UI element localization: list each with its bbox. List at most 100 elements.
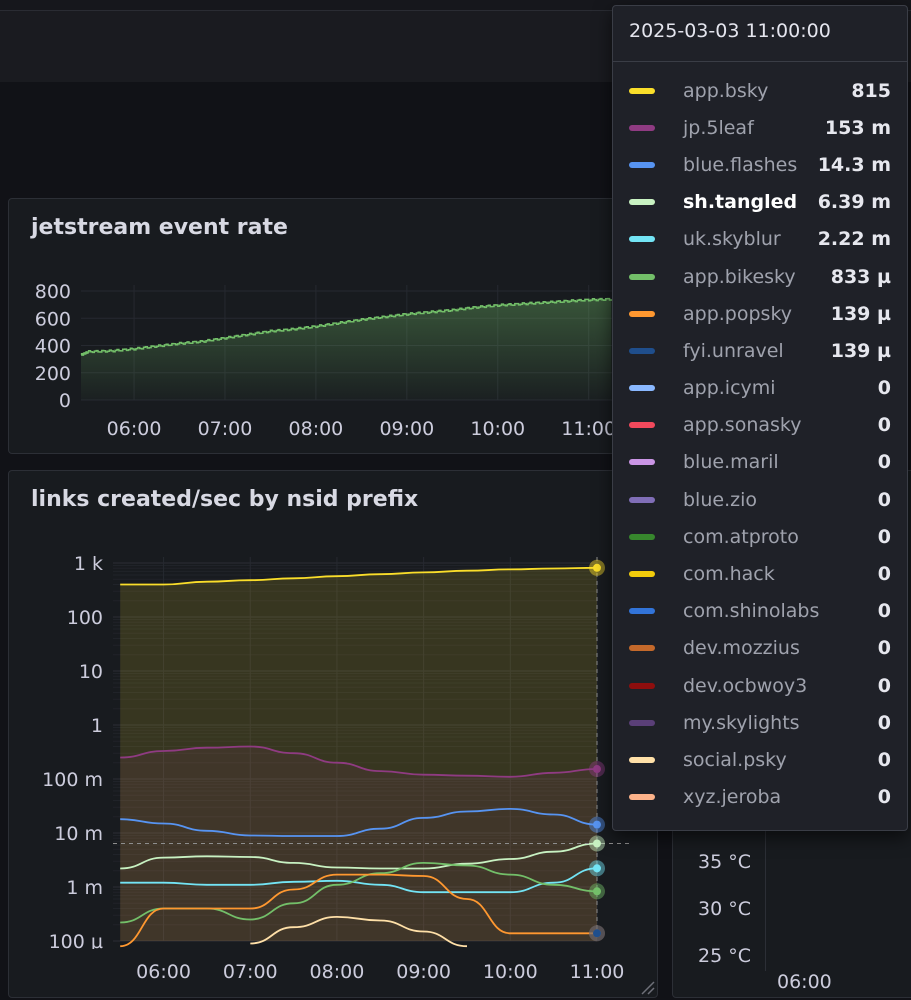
plot-bottom-mask bbox=[9, 949, 657, 963]
tooltip-series-name: blue.flashes bbox=[683, 153, 798, 176]
series-color-swatch bbox=[629, 161, 655, 168]
y-tick-label: 1 m bbox=[66, 877, 103, 899]
tooltip-row: app.icymi 0 bbox=[613, 370, 907, 407]
x-tick-label: 08:00 bbox=[289, 418, 344, 440]
series-line bbox=[80, 297, 613, 356]
series-color-swatch bbox=[629, 459, 655, 466]
x-tick-label: 10:00 bbox=[470, 418, 525, 440]
tooltip-series-value: 0 bbox=[877, 674, 891, 697]
tooltip-series-value: 2.22 m bbox=[817, 228, 891, 251]
tooltip-series-value: 0 bbox=[877, 786, 891, 809]
tooltip-series-name: dev.mozzius bbox=[683, 637, 800, 660]
y-tick-label: 0 bbox=[59, 390, 71, 412]
hover-point bbox=[593, 929, 601, 938]
x-tick-label: 06:00 bbox=[136, 961, 191, 983]
tooltip-row: social.psky 0 bbox=[613, 741, 907, 778]
series-area-fill bbox=[81, 298, 612, 400]
tooltip-series-name: app.sonasky bbox=[683, 414, 802, 437]
series-color-swatch bbox=[629, 422, 655, 429]
tooltip-series-name: my.skylights bbox=[683, 711, 800, 734]
series-tooltip: 2025-03-03 11:00:00 app.bsky 815 jp.5leaf 1… bbox=[612, 5, 908, 831]
resize-handle-icon[interactable] bbox=[639, 979, 655, 995]
tooltip-series-name: com.hack bbox=[683, 563, 775, 586]
y-tick-label: 200 bbox=[35, 363, 71, 385]
tooltip-row: app.popsky 139 µ bbox=[613, 295, 907, 332]
tooltip-series-name: fyi.unravel bbox=[683, 339, 784, 362]
series-line bbox=[120, 807, 598, 837]
tooltip-series-name: jp.5leaf bbox=[683, 116, 754, 139]
tooltip-series-name: com.atproto bbox=[683, 525, 799, 548]
series-line bbox=[250, 915, 468, 948]
y-tick-label: 1 bbox=[91, 715, 103, 737]
series-color-swatch bbox=[629, 756, 655, 763]
series-color-swatch bbox=[629, 645, 655, 652]
links-chart[interactable]: 1 k 100 10 1 100 m 10 m 1 m 100 µ 06:00 07:00 08:0… bbox=[9, 471, 658, 998]
hover-point bbox=[593, 820, 601, 829]
tooltip-series-name: blue.zio bbox=[683, 488, 757, 511]
tooltip-row: app.sonasky 0 bbox=[613, 407, 907, 444]
series-color-swatch bbox=[629, 533, 655, 540]
tooltip-series-value: 0 bbox=[877, 525, 891, 548]
tooltip-series-value: 0 bbox=[877, 600, 891, 623]
tooltip-series-value: 0 bbox=[877, 748, 891, 771]
tooltip-row: com.shinolabs 0 bbox=[613, 593, 907, 630]
y-tick-label: 800 bbox=[35, 281, 71, 303]
panel-title: jetstream event rate bbox=[31, 215, 288, 240]
hover-point bbox=[593, 887, 601, 896]
tooltip-row: dev.mozzius 0 bbox=[613, 630, 907, 667]
series-color-swatch bbox=[629, 347, 655, 354]
series-color-swatch bbox=[629, 199, 655, 206]
tooltip-series-value: 815 bbox=[851, 79, 891, 102]
panel-links-created[interactable]: links created/sec by nsid prefix 1 k 100 1… bbox=[8, 470, 658, 998]
tooltip-series-value: 0 bbox=[877, 563, 891, 586]
x-tick-label: 06:00 bbox=[107, 418, 162, 440]
tooltip-series-value: 0 bbox=[877, 414, 891, 437]
series-color-swatch bbox=[629, 682, 655, 689]
y-tick-label: 1 k bbox=[74, 553, 103, 575]
temp-y-tick: 25 °C bbox=[698, 945, 751, 967]
y-tick-label: 100 m bbox=[42, 769, 103, 791]
tooltip-series-value: 6.39 m bbox=[817, 191, 891, 214]
temp-y-tick: 30 °C bbox=[698, 898, 751, 920]
tooltip-series-name: com.shinolabs bbox=[683, 600, 820, 623]
series-color-swatch bbox=[629, 571, 655, 578]
tooltip-series-value: 139 µ bbox=[830, 339, 891, 362]
temp-y-tick: 35 °C bbox=[698, 851, 751, 873]
panel-jetstream-event-rate[interactable]: jetstream event rate 800 600 400 200 0 06:00 0… bbox=[8, 198, 658, 454]
tooltip-series-value: 139 µ bbox=[830, 302, 891, 325]
tooltip-series-name: sh.tangled bbox=[683, 191, 798, 214]
hover-point bbox=[593, 563, 601, 572]
tooltip-series-value: 0 bbox=[877, 637, 891, 660]
series-line bbox=[120, 873, 597, 948]
x-tick-label: 09:00 bbox=[379, 418, 434, 440]
series-color-swatch bbox=[629, 608, 655, 615]
tooltip-series-value: 0 bbox=[877, 488, 891, 511]
tooltip-series-name: social.psky bbox=[683, 748, 787, 771]
tooltip-series-name: xyz.jeroba bbox=[683, 786, 782, 809]
series-line bbox=[120, 867, 598, 894]
tooltip-row: blue.flashes 14.3 m bbox=[613, 146, 907, 183]
x-tick-label: 07:00 bbox=[223, 961, 278, 983]
tooltip-row: sh.tangled 6.39 m bbox=[613, 184, 907, 221]
tooltip-series-name: app.bikesky bbox=[683, 265, 796, 288]
series-line bbox=[120, 745, 598, 778]
tooltip-series-value: 14.3 m bbox=[817, 153, 891, 176]
jetstream-chart[interactable]: 800 600 400 200 0 06:00 07:00 08:00 09:00 10:00 11… bbox=[9, 199, 658, 454]
series-color-swatch bbox=[629, 794, 655, 801]
tooltip-row: xyz.jeroba 0 bbox=[613, 779, 907, 816]
y-tick-label: 10 bbox=[79, 661, 103, 683]
series-color-swatch bbox=[629, 273, 655, 280]
series-color-swatch bbox=[629, 87, 655, 94]
series-color-swatch bbox=[629, 719, 655, 726]
y-tick-label: 400 bbox=[35, 336, 71, 358]
tooltip-series-name: blue.maril bbox=[683, 451, 779, 474]
x-tick-label: 11:00 bbox=[570, 961, 625, 983]
panel-title: links created/sec by nsid prefix bbox=[31, 487, 419, 512]
x-tick-label: 11:00 bbox=[561, 418, 616, 440]
tooltip-row: app.bikesky 833 µ bbox=[613, 258, 907, 295]
tooltip-series-value: 0 bbox=[877, 711, 891, 734]
x-tick-label: 10:00 bbox=[483, 961, 538, 983]
y-tick-label: 10 m bbox=[54, 823, 103, 845]
tooltip-row: jp.5leaf 153 m bbox=[613, 109, 907, 146]
tooltip-series-name: app.icymi bbox=[683, 377, 776, 400]
